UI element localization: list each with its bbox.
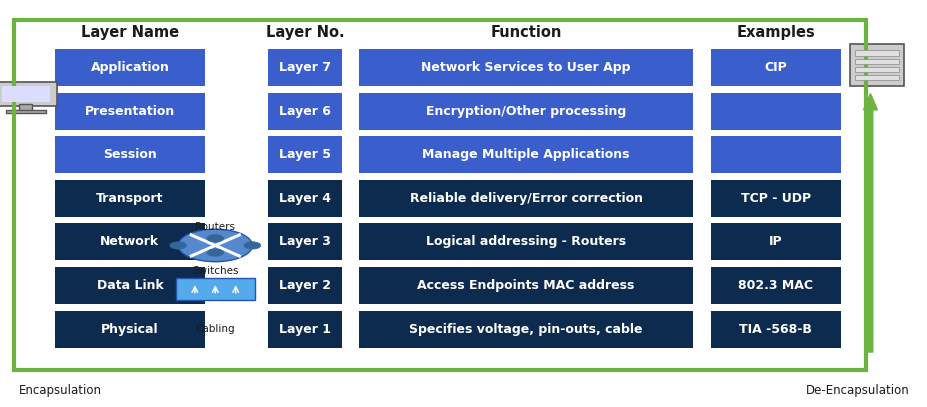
FancyBboxPatch shape <box>268 267 342 304</box>
FancyBboxPatch shape <box>359 311 692 348</box>
FancyBboxPatch shape <box>359 267 692 304</box>
Text: Presentation: Presentation <box>84 105 175 118</box>
FancyBboxPatch shape <box>268 49 342 86</box>
Text: Reliable delivery/Error correction: Reliable delivery/Error correction <box>409 192 642 205</box>
FancyBboxPatch shape <box>55 93 205 130</box>
Text: Encryption/Other processing: Encryption/Other processing <box>425 105 626 118</box>
Text: Layer 6: Layer 6 <box>279 105 331 118</box>
FancyBboxPatch shape <box>359 223 692 260</box>
FancyBboxPatch shape <box>855 75 898 80</box>
Text: IP: IP <box>768 236 781 248</box>
FancyBboxPatch shape <box>710 180 840 217</box>
Text: Session: Session <box>103 149 157 161</box>
Text: Cabling: Cabling <box>196 324 235 334</box>
FancyBboxPatch shape <box>359 136 692 173</box>
Text: Network Services to User App: Network Services to User App <box>421 61 630 74</box>
Circle shape <box>178 229 252 262</box>
Text: Layer 7: Layer 7 <box>279 61 331 74</box>
FancyBboxPatch shape <box>855 67 898 72</box>
FancyBboxPatch shape <box>268 180 342 217</box>
FancyBboxPatch shape <box>55 311 205 348</box>
FancyBboxPatch shape <box>0 81 57 105</box>
Text: Examples: Examples <box>736 25 814 40</box>
Text: De-Encapsulation: De-Encapsulation <box>805 384 908 397</box>
Text: Network: Network <box>100 236 159 248</box>
FancyBboxPatch shape <box>176 278 254 300</box>
Text: Layer Name: Layer Name <box>81 25 179 40</box>
FancyBboxPatch shape <box>855 59 898 64</box>
Circle shape <box>207 249 223 256</box>
FancyBboxPatch shape <box>710 136 840 173</box>
FancyBboxPatch shape <box>268 311 342 348</box>
FancyBboxPatch shape <box>55 267 205 304</box>
FancyBboxPatch shape <box>855 50 898 56</box>
Text: Transport: Transport <box>96 192 163 205</box>
Text: Manage Multiple Applications: Manage Multiple Applications <box>422 149 629 161</box>
Text: Application: Application <box>91 61 169 74</box>
Text: Switches: Switches <box>192 266 238 276</box>
FancyBboxPatch shape <box>849 44 903 86</box>
Text: Layer 3: Layer 3 <box>279 236 331 248</box>
Text: Layer No.: Layer No. <box>266 25 344 40</box>
FancyBboxPatch shape <box>710 223 840 260</box>
Text: Access Endpoints MAC address: Access Endpoints MAC address <box>417 279 634 292</box>
FancyBboxPatch shape <box>359 180 692 217</box>
Circle shape <box>244 242 260 249</box>
Text: Data Link: Data Link <box>96 279 163 292</box>
FancyBboxPatch shape <box>55 223 205 260</box>
FancyBboxPatch shape <box>710 267 840 304</box>
FancyArrow shape <box>863 94 876 352</box>
Text: Routers: Routers <box>195 222 235 232</box>
FancyBboxPatch shape <box>55 49 205 86</box>
Text: Specifies voltage, pin-outs, cable: Specifies voltage, pin-outs, cable <box>409 323 642 335</box>
Text: Function: Function <box>490 25 561 40</box>
FancyBboxPatch shape <box>19 104 32 112</box>
FancyBboxPatch shape <box>55 136 205 173</box>
FancyBboxPatch shape <box>268 136 342 173</box>
FancyBboxPatch shape <box>359 93 692 130</box>
Text: Layer 1: Layer 1 <box>279 323 331 335</box>
FancyBboxPatch shape <box>710 311 840 348</box>
FancyBboxPatch shape <box>359 49 692 86</box>
FancyBboxPatch shape <box>55 180 205 217</box>
Text: Layer 4: Layer 4 <box>279 192 331 205</box>
Text: Layer 5: Layer 5 <box>279 149 331 161</box>
FancyBboxPatch shape <box>268 93 342 130</box>
Text: 802.3 MAC: 802.3 MAC <box>738 279 812 292</box>
FancyBboxPatch shape <box>268 223 342 260</box>
FancyBboxPatch shape <box>710 49 840 86</box>
Text: CIP: CIP <box>764 61 786 74</box>
FancyBboxPatch shape <box>710 93 840 130</box>
Text: TCP - UDP: TCP - UDP <box>740 192 810 205</box>
Text: Encapsulation: Encapsulation <box>19 384 101 397</box>
Circle shape <box>207 235 223 242</box>
FancyBboxPatch shape <box>6 109 46 113</box>
Text: Layer 2: Layer 2 <box>279 279 331 292</box>
Text: Logical addressing - Routers: Logical addressing - Routers <box>425 236 626 248</box>
Text: TIA -568-B: TIA -568-B <box>739 323 811 335</box>
Circle shape <box>170 242 186 249</box>
Text: Physical: Physical <box>101 323 159 335</box>
FancyBboxPatch shape <box>2 86 50 102</box>
